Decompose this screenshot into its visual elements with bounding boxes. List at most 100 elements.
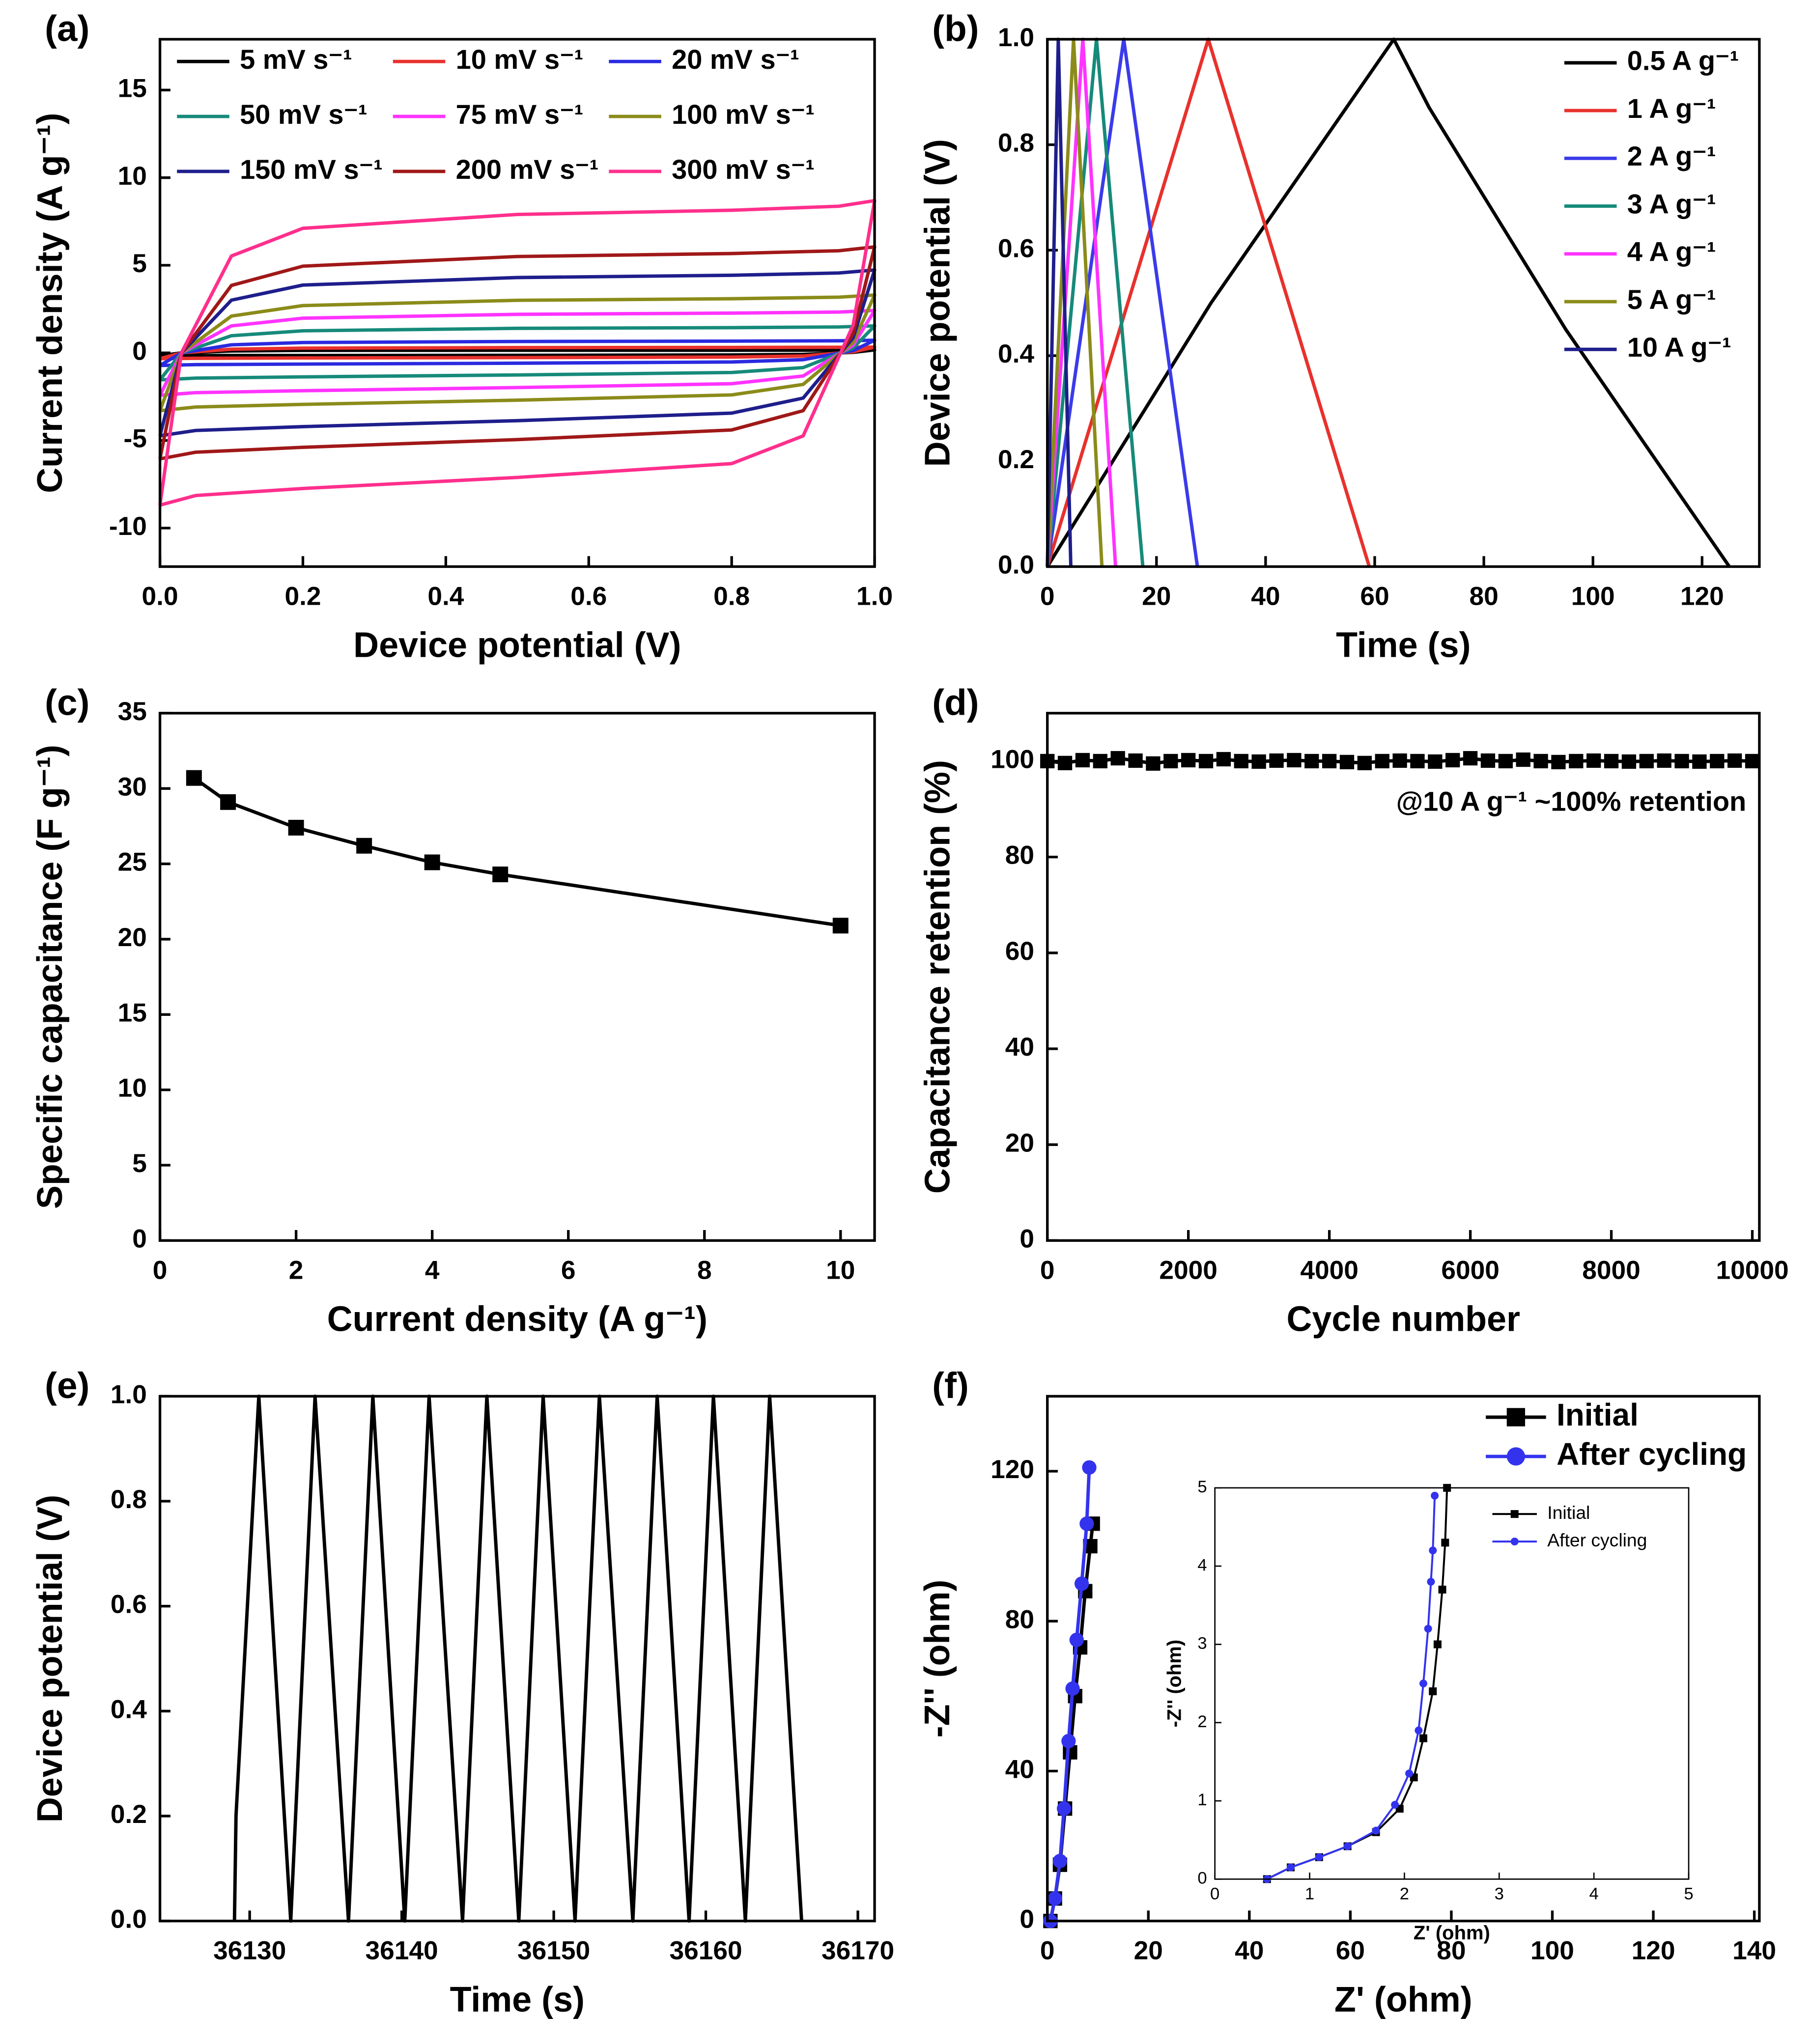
data-point (1146, 756, 1161, 771)
data-point (288, 819, 304, 836)
y-tick-label: 5 (1197, 1478, 1207, 1496)
y-tick-label: 40 (1005, 1033, 1034, 1062)
legend-label: 20 mV s⁻¹ (672, 44, 799, 75)
panel-label: (a) (45, 8, 89, 49)
data-point (1357, 756, 1372, 770)
x-tick-label: 36160 (669, 1936, 742, 1965)
legend-label: 1 A g⁻¹ (1627, 93, 1716, 124)
x-tick-label: 0 (1210, 1884, 1219, 1903)
data-point (1727, 753, 1742, 768)
x-axis-label: Z' (ohm) (1414, 1922, 1490, 1944)
y-tick-label: 80 (1005, 841, 1034, 870)
data-point (1269, 753, 1284, 768)
x-tick-label: 120 (1632, 1936, 1675, 1965)
y-tick-label: 0 (1019, 1224, 1034, 1253)
data-point (1286, 1863, 1295, 1872)
data-point (1061, 1734, 1076, 1748)
y-tick-label: 0 (1019, 1905, 1034, 1934)
data-point (1639, 754, 1654, 769)
legend-label: After cycling (1547, 1530, 1647, 1550)
data-point (1065, 1681, 1080, 1696)
series-line (158, 324, 877, 382)
data-point (1057, 756, 1073, 770)
y-tick-label: 0 (132, 1224, 147, 1253)
y-tick-label: 35 (118, 697, 147, 726)
y-tick-label: 20 (1005, 1128, 1034, 1157)
legend-label: 10 A g⁻¹ (1627, 332, 1731, 363)
x-tick-label: 100 (1530, 1936, 1574, 1965)
data-point (1128, 753, 1143, 768)
x-tick-label: 5 (1684, 1884, 1693, 1903)
y-tick-label: 0 (1197, 1869, 1207, 1887)
legend-marker (1510, 1510, 1519, 1518)
data-point (1110, 751, 1125, 766)
data-point (1339, 755, 1355, 770)
y-tick-label: 20 (118, 923, 147, 952)
x-tick-label: 20 (1134, 1936, 1163, 1965)
panel: 0 2000 4000 6000 8000 10000 0 20 40 60 80 100 Cycle … (918, 682, 1788, 1339)
panel: 0 1 2 3 4 5 0 1 2 3 4 5 Z' (ohm) -Z'' (ohm) Initial Aft… (1163, 1478, 1693, 1944)
x-tick-label: 40 (1251, 582, 1280, 611)
x-tick-label: 80 (1469, 582, 1498, 611)
x-tick-label: 3 (1495, 1884, 1504, 1903)
panel-label: (d) (932, 682, 979, 723)
data-point (1441, 1539, 1449, 1547)
data-point (424, 854, 440, 870)
panel-label: (b) (932, 8, 979, 49)
x-tick-label: 40 (1235, 1936, 1264, 1965)
data-point (356, 838, 372, 854)
x-tick-label: 120 (1680, 582, 1724, 611)
panel-label: (f) (932, 1365, 969, 1406)
series-line (1048, 1467, 1091, 1922)
x-tick-label: 0.6 (570, 582, 607, 611)
data-point (1287, 753, 1302, 768)
series-line (158, 268, 877, 438)
x-tick-label: 8000 (1582, 1256, 1641, 1285)
data-point (1586, 753, 1601, 768)
data-point (1391, 1801, 1399, 1809)
legend-label: Initial (1547, 1502, 1590, 1523)
x-axis-label: Z' (ohm) (1334, 1980, 1472, 2019)
data-point (1074, 1576, 1089, 1591)
y-tick-label: 80 (1005, 1605, 1034, 1634)
x-tick-label: 2 (1400, 1884, 1409, 1903)
y-tick-label: 0.8 (111, 1485, 147, 1514)
data-point (1551, 755, 1566, 770)
panel: 0 20 40 60 80 100 120 0.0 0.2 0.4 0.6 0.8 1.0 Time (s… (918, 8, 1761, 665)
y-tick-label: 0.4 (111, 1695, 147, 1724)
x-tick-label: 36150 (517, 1936, 590, 1965)
y-tick-label: 100 (991, 745, 1034, 774)
y-axis-label: -Z'' (ohm) (1163, 1640, 1185, 1728)
legend-label: 150 mV s⁻¹ (240, 154, 383, 185)
x-tick-label: 20 (1142, 582, 1171, 611)
x-tick-label: 36170 (821, 1936, 894, 1965)
x-tick-label: 4000 (1300, 1256, 1359, 1285)
data-point (1745, 754, 1760, 769)
y-tick-label: 0.2 (111, 1800, 147, 1829)
series-line (158, 308, 877, 397)
series-line (1046, 37, 1731, 568)
data-point (1082, 1460, 1097, 1475)
data-point (1516, 752, 1530, 767)
legend-marker (1510, 1538, 1519, 1546)
data-point (832, 918, 849, 934)
data-point (1433, 1640, 1442, 1649)
y-axis-label: Specific capacitance (F g⁻¹) (30, 745, 70, 1209)
data-point (1181, 753, 1196, 768)
y-tick-label: 10 (118, 1074, 147, 1103)
data-point (1304, 754, 1319, 769)
legend-label: 4 A g⁻¹ (1627, 236, 1716, 267)
data-point (1216, 752, 1231, 767)
x-tick-label: 0.2 (284, 582, 321, 611)
data-point (1604, 754, 1619, 769)
data-point (1419, 1734, 1427, 1742)
y-tick-label: 1 (1197, 1791, 1207, 1809)
data-point (1375, 754, 1389, 769)
x-axis-label: Current density (A g⁻¹) (327, 1300, 708, 1339)
y-tick-label: 4 (1197, 1556, 1207, 1574)
plot-frame (158, 712, 876, 1242)
data-point (1315, 1853, 1323, 1861)
panel-label: (c) (45, 682, 89, 723)
x-tick-label: 60 (1336, 1936, 1365, 1965)
